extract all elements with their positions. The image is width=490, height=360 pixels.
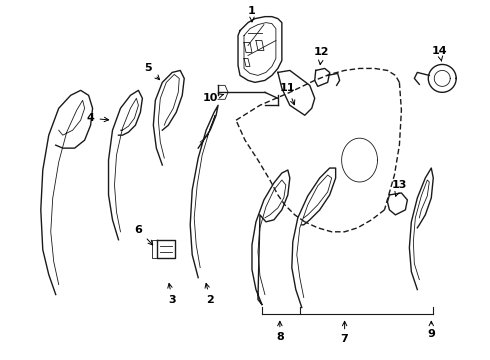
Text: 12: 12	[314, 48, 329, 64]
Text: 11: 11	[280, 84, 295, 105]
Text: 10: 10	[202, 93, 223, 103]
Text: 8: 8	[276, 321, 284, 342]
Text: 1: 1	[248, 6, 256, 22]
Text: 2: 2	[205, 283, 214, 305]
Text: 4: 4	[87, 113, 109, 123]
Text: 14: 14	[431, 45, 447, 61]
Text: 9: 9	[427, 321, 435, 339]
Text: 13: 13	[392, 180, 407, 196]
Text: 3: 3	[168, 283, 176, 305]
Text: 6: 6	[134, 225, 153, 245]
Text: 7: 7	[341, 321, 348, 345]
Text: 5: 5	[145, 63, 160, 80]
